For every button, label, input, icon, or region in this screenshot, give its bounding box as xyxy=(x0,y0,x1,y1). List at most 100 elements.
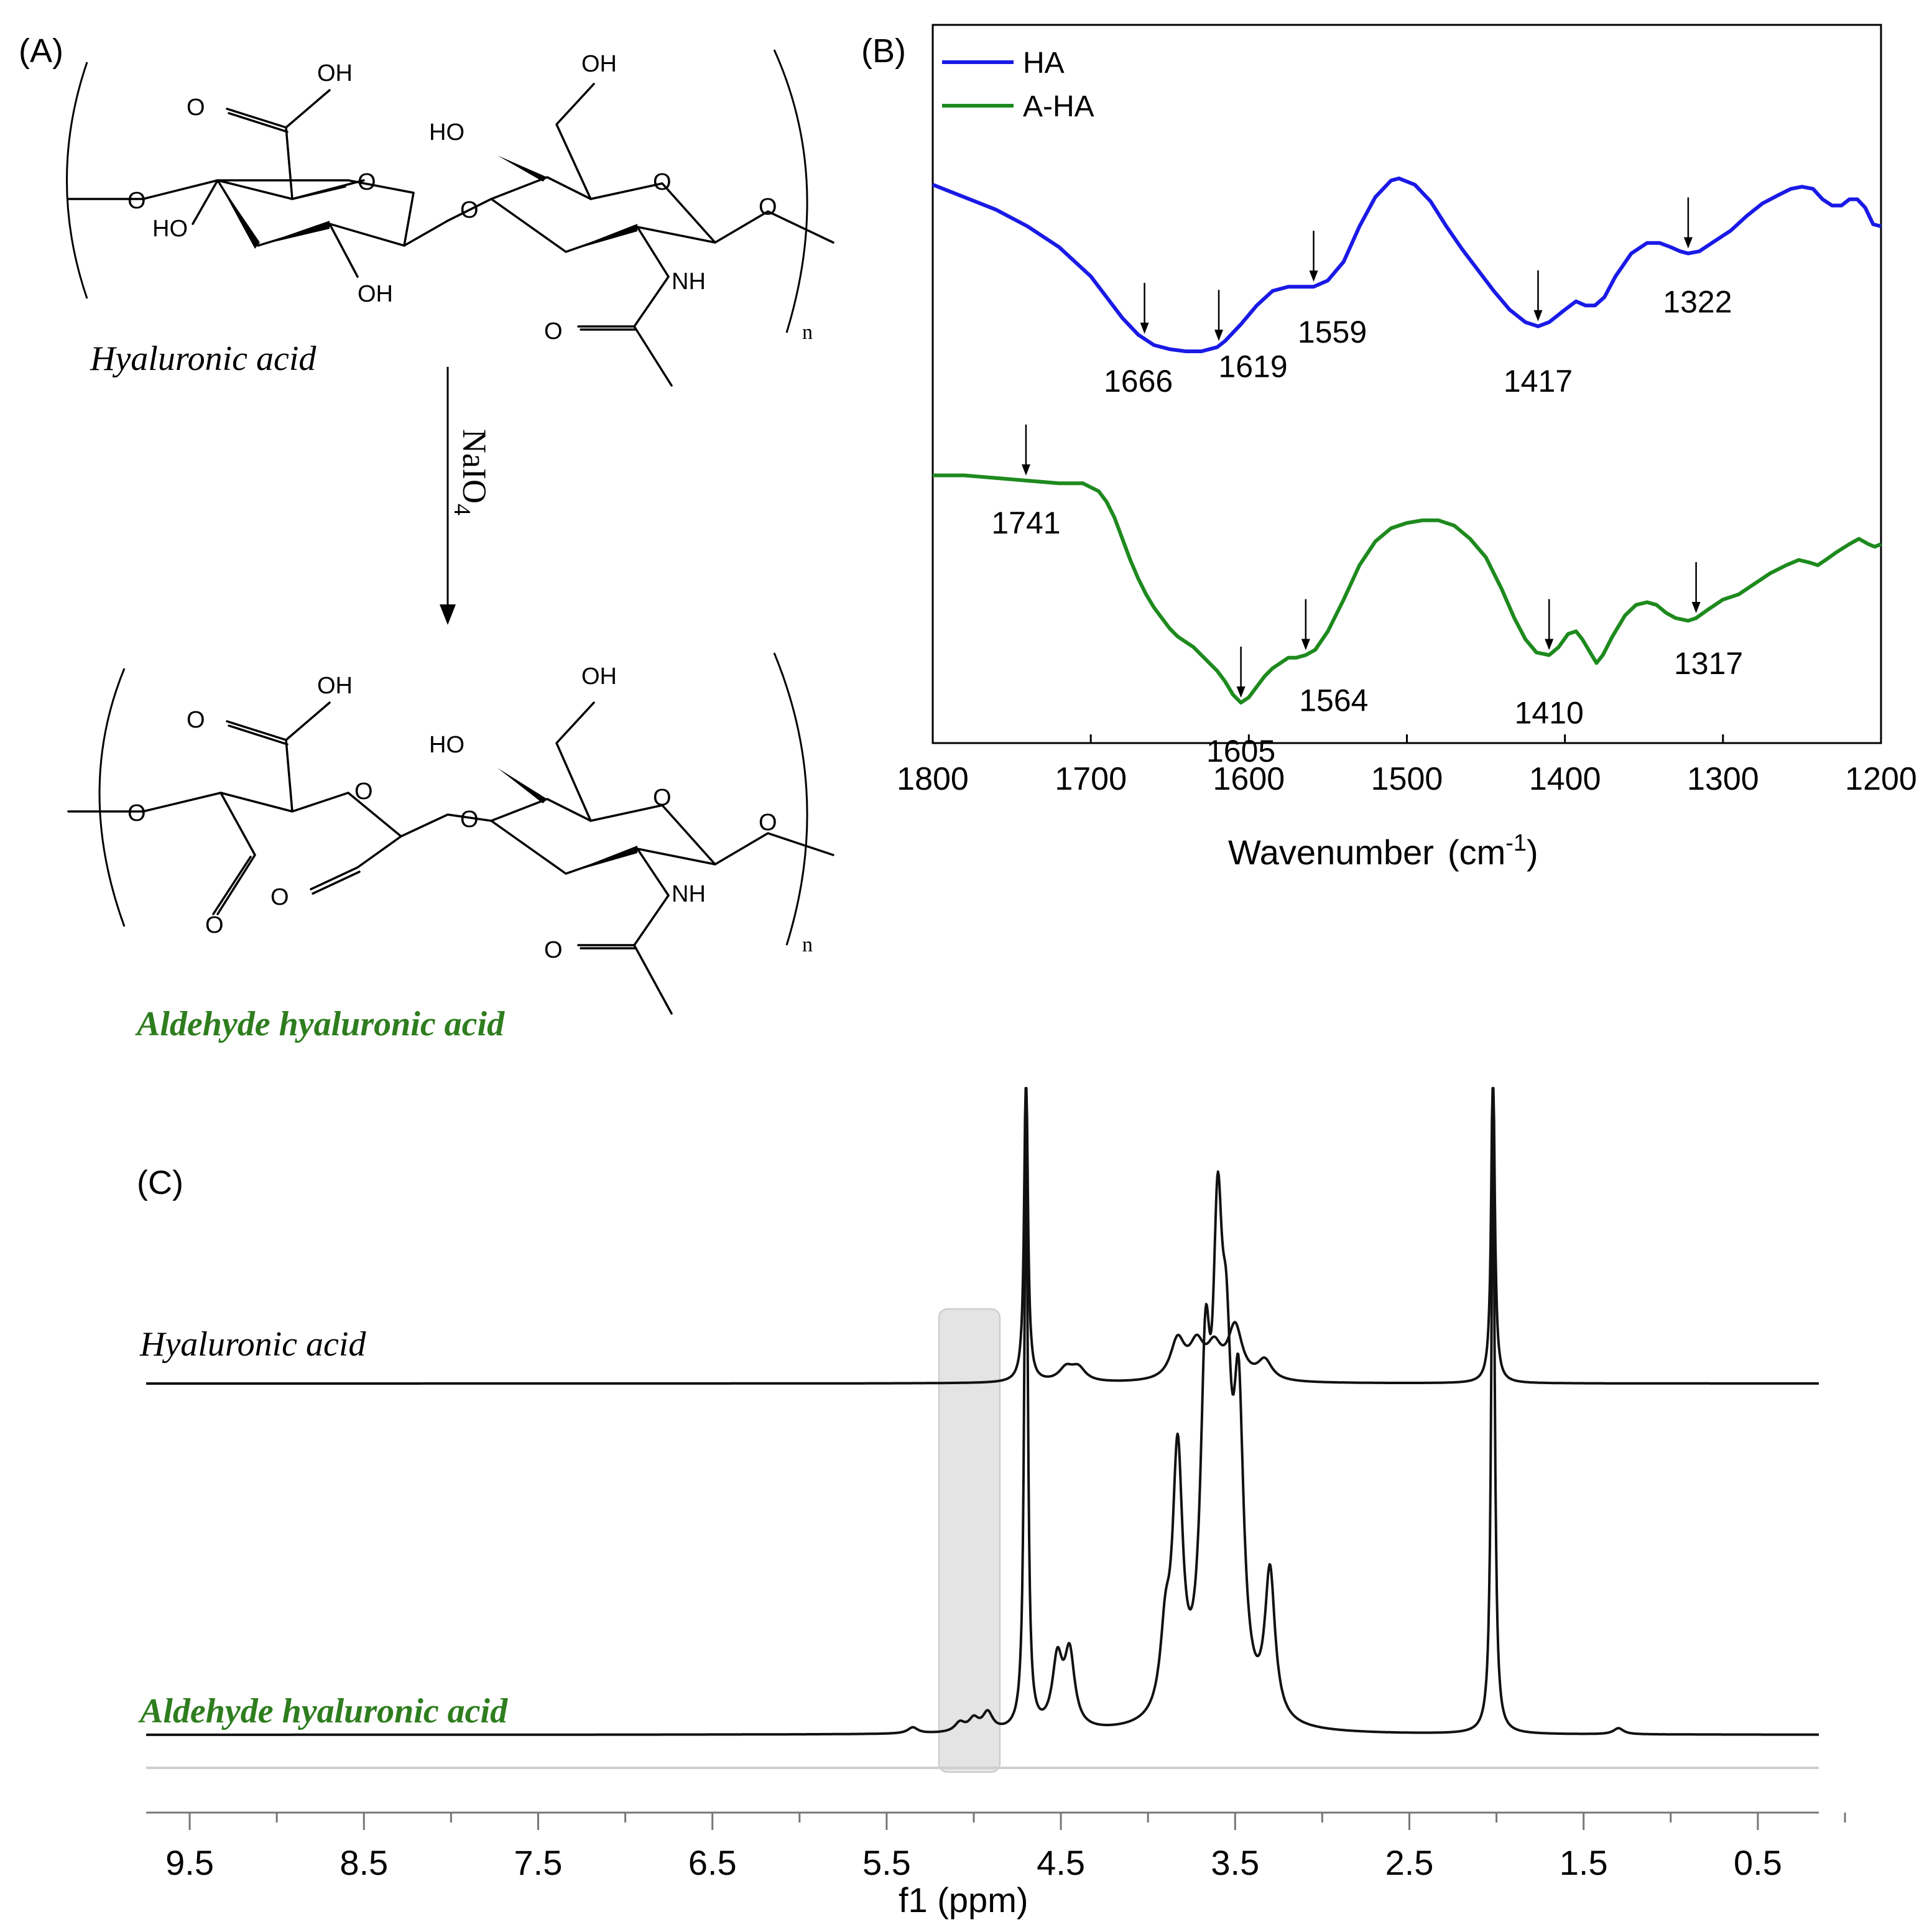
ftir-tick-label: 1200 xyxy=(1845,761,1917,797)
atom-link-o-right-b: O xyxy=(759,810,777,836)
atom-ho-2: HO xyxy=(429,119,465,146)
atom-carbonyl-o: O xyxy=(187,95,205,121)
ftir-peak-annotation: 1666 xyxy=(1104,282,1173,399)
ftir-peak-label: 1317 xyxy=(1674,646,1743,681)
ftir-series-line-ha xyxy=(931,176,1882,353)
ftir-peak-annotation: 1317 xyxy=(1674,562,1743,681)
nmr-tick-label: 0.5 xyxy=(1734,1843,1782,1882)
aldehyde-double-bond-1 xyxy=(212,856,252,915)
aldehyde-hyaluronic-acid-structure: n O OH O O O O O OH HO O NH O O xyxy=(67,652,834,1015)
glycosidic-bond-1 xyxy=(446,198,492,222)
ftir-annotations: 1741 1666 1619 1559 1417 1322 1605 1564 1410 1317 xyxy=(991,197,1743,769)
atom-ring-o-2: O xyxy=(653,169,672,195)
nmr-tick-label: 6.5 xyxy=(688,1843,737,1882)
nmr-tick-label: 7.5 xyxy=(514,1843,563,1882)
nmr-tick-label: 9.5 xyxy=(165,1843,214,1882)
hydroxyl-bonds-ring1 xyxy=(192,179,449,278)
repeat-bracket-right-2 xyxy=(773,652,808,946)
nmr-series xyxy=(146,1087,1819,1736)
ftir-peak-annotation: 1741 xyxy=(991,424,1061,540)
ftir-series-line-a-ha xyxy=(933,473,1882,705)
ftir-plot-frame xyxy=(931,24,1882,744)
ftir-peak-label: 1410 xyxy=(1515,696,1584,731)
ftir-legend-label: A-HA xyxy=(1023,90,1094,123)
aldehyde-hyaluronic-acid-label: Aldehyde hyaluronic acid xyxy=(135,1005,505,1043)
nmr-tick-label: 5.5 xyxy=(862,1843,911,1882)
atom-ho-b: HO xyxy=(429,732,465,758)
ftir-tick-label: 1400 xyxy=(1529,761,1601,797)
hyaluronic-acid-structure: n O OH O O HO OH O OH HO O NH O xyxy=(66,49,834,387)
nmr-tick-label: 2.5 xyxy=(1385,1843,1434,1882)
ftir-tick-label: 1500 xyxy=(1371,761,1443,797)
atom-carbonyl-o-b: O xyxy=(187,707,205,733)
ftir-tick-label: 1300 xyxy=(1687,761,1759,797)
nmr-tick-label: 1.5 xyxy=(1560,1843,1608,1882)
nmr-trace-aldehyde-hyaluronic-acid xyxy=(146,1134,1819,1736)
atom-link-o-left: O xyxy=(127,188,146,214)
nmr-tick-label: 4.5 xyxy=(1037,1843,1085,1882)
reagent-label: NaIO4 xyxy=(449,429,493,515)
atom-link-o-left-b: O xyxy=(127,800,146,826)
atom-nh: NH xyxy=(672,269,706,295)
ftir-tick-label: 1800 xyxy=(897,761,969,797)
aldehyde-double-bond-2 xyxy=(312,871,361,895)
ftir-peak-label: 1559 xyxy=(1298,315,1367,349)
panel-a: (A) n O OH O O HO OH O OH xyxy=(19,32,834,1043)
ftir-peak-annotation: 1619 xyxy=(1214,290,1288,384)
atom-ch2oh-b: OH xyxy=(581,663,617,690)
ftir-peak-annotation: 1559 xyxy=(1298,231,1367,349)
reaction-arrow: NaIO4 xyxy=(440,367,493,625)
repeat-subscript: n xyxy=(802,321,813,344)
ftir-legend: HA A-HA xyxy=(942,47,1094,123)
glcnac-substituents xyxy=(555,83,834,387)
panel-b-label: (B) xyxy=(861,32,906,70)
glcnac-wedge-b2 xyxy=(497,768,547,803)
glcnac-wedge xyxy=(566,224,637,252)
panel-b: (B) 1800 1700 1600 1500 1400 1300 1200 1741 166… xyxy=(861,24,1917,872)
ftir-x-axis-label: Wavenumber (cm-1) xyxy=(1228,830,1538,872)
atom-aldehyde-o-1: O xyxy=(205,912,224,938)
atom-link-o-right: O xyxy=(759,194,777,220)
ftir-peak-label: 1322 xyxy=(1663,285,1732,320)
atom-ho-1: HO xyxy=(152,216,188,242)
panel-c: (C) Hyaluronic acid Aldehyde hyaluronic … xyxy=(137,1087,1846,1920)
nmr-x-axis-label: f1 (ppm) xyxy=(899,1880,1028,1920)
glcnac-wedge-2 xyxy=(497,155,547,182)
ftir-peak-label: 1417 xyxy=(1504,364,1573,399)
ftir-peak-annotation: 1417 xyxy=(1504,270,1573,399)
atom-oh-1: OH xyxy=(358,281,393,307)
aldehyde-region-highlight xyxy=(938,1308,1001,1773)
ftir-peak-label: 1564 xyxy=(1299,683,1368,718)
ftir-peak-annotation: 1605 xyxy=(1206,647,1275,769)
nmr-x-axis: 9.5 8.5 7.5 6.5 5.5 4.5 3.5 2.5 1.5 0.5 xyxy=(165,1813,1846,1882)
ftir-peak-annotation: 1564 xyxy=(1299,599,1368,718)
ftir-tick-label: 1600 xyxy=(1213,761,1285,797)
ftir-peak-label: 1605 xyxy=(1206,734,1275,769)
atom-aldehyde-o-2: O xyxy=(270,884,289,910)
panel-a-label: (A) xyxy=(19,32,63,70)
glcnac-substituents-b xyxy=(555,701,834,1015)
glucuronic-wedge-2 xyxy=(218,180,260,249)
ftir-legend-label: HA xyxy=(1023,47,1065,80)
ftir-peak-label: 1666 xyxy=(1104,364,1173,399)
atom-carboxyl-oh: OH xyxy=(317,60,353,86)
carboxyl-bonds xyxy=(226,89,331,200)
hyaluronic-acid-label: Hyaluronic acid xyxy=(90,340,317,378)
atom-nh-b: NH xyxy=(672,881,706,907)
atom-glycosidic-o-b: O xyxy=(460,806,479,833)
repeat-subscript-2: n xyxy=(802,933,813,956)
repeat-bracket-left-2 xyxy=(98,668,126,927)
ftir-peak-label: 1741 xyxy=(991,506,1060,540)
repeat-bracket-right xyxy=(773,49,808,333)
ftir-peak-label: 1619 xyxy=(1218,349,1287,384)
panel-c-label: (C) xyxy=(137,1164,183,1201)
ftir-x-axis: 1800 1700 1600 1500 1400 1300 1200 xyxy=(897,734,1917,797)
ftir-peak-annotation: 1322 xyxy=(1663,197,1732,320)
ftir-tick-label: 1700 xyxy=(1055,761,1127,797)
ftir-series xyxy=(931,176,1882,705)
atom-acetyl-o: O xyxy=(544,318,563,344)
atom-ch2oh: OH xyxy=(581,51,617,77)
atom-carboxyl-oh-b: OH xyxy=(317,673,353,699)
opened-ring-bonds xyxy=(67,701,492,915)
